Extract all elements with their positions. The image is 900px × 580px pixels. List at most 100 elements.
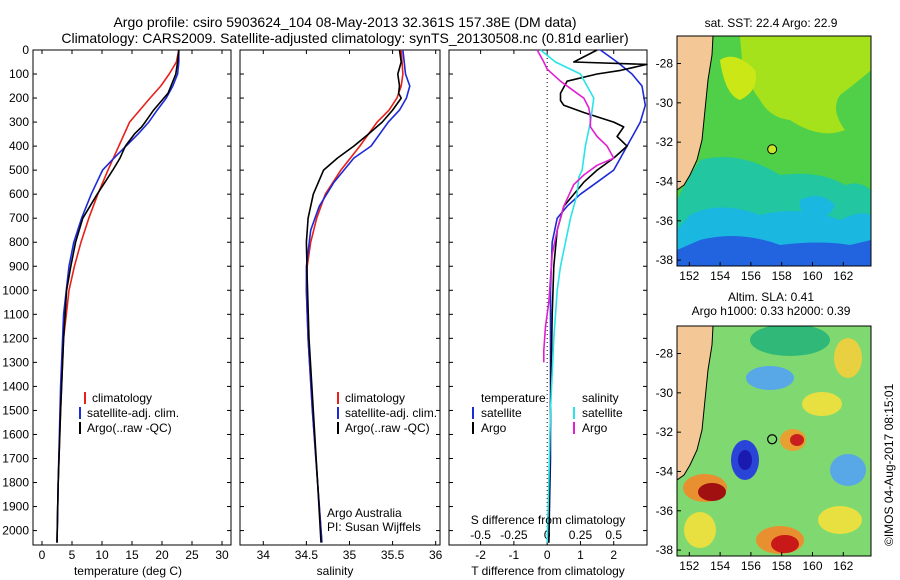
credit-line2: PI: Susan Wijffels bbox=[327, 520, 421, 534]
temperature-axis-label: temperature (deg C) bbox=[74, 564, 182, 578]
sst-cool-patch bbox=[799, 196, 835, 219]
depth-tick-label: 1300 bbox=[2, 355, 29, 369]
lon-tick-label: 158 bbox=[772, 269, 792, 283]
sla-low-core bbox=[738, 450, 752, 470]
lon-tick-label: 162 bbox=[833, 269, 853, 283]
legend-label-climatology: climatology bbox=[345, 391, 405, 405]
legend-label-t-satellite: satellite bbox=[481, 406, 522, 420]
s-diff-tick-label: 0.25 bbox=[569, 528, 593, 542]
x-tick-label: 5 bbox=[69, 548, 76, 562]
credit-line1: Argo Australia bbox=[327, 506, 402, 520]
depth-tick-label: 1600 bbox=[2, 427, 29, 441]
lat-tick-label: -34 bbox=[656, 174, 674, 188]
depth-tick-label: 800 bbox=[9, 235, 29, 249]
sla-high-anomaly bbox=[802, 392, 842, 416]
temperature-x-ticks: 0 5 10 15 20 25 30 bbox=[39, 50, 229, 562]
x-tick-label: 34.5 bbox=[295, 548, 319, 562]
sst-warm-patch bbox=[740, 36, 871, 134]
imos-timestamp: ©IMOS 04-Aug-2017 08:15:01 bbox=[882, 383, 896, 546]
figure-title-line1: Argo profile: csiro 5903624_104 08-May-2… bbox=[113, 14, 576, 30]
s-difference-x-ticks: -0.5-0.2500.250.5 bbox=[470, 528, 622, 542]
legend-label-argo: Argo(..raw -QC) bbox=[87, 421, 172, 435]
sla-map-ticks: -28 -30 -32 -34 -36 -38 152 154 156 158 160 162 bbox=[656, 347, 854, 573]
series-line-satellite-adj-clim bbox=[56, 50, 180, 543]
sla-map-caption2: Argo h1000: 0.33 h2000: 0.39 bbox=[692, 304, 851, 318]
legend-label-argo: Argo(..raw -QC) bbox=[345, 421, 430, 435]
series-line-climatology bbox=[305, 49, 404, 543]
sla-feature bbox=[750, 326, 830, 356]
sla-high-anomaly bbox=[834, 338, 862, 378]
temperature-series bbox=[56, 49, 180, 543]
lon-tick-label: 156 bbox=[741, 559, 761, 573]
s-diff-tick-label: -0.25 bbox=[500, 528, 528, 542]
depth-tick-label: 1700 bbox=[2, 451, 29, 465]
x-tick-label: -1 bbox=[509, 548, 520, 562]
series-line-satellite-adj-clim bbox=[305, 49, 411, 543]
lat-tick-label: -38 bbox=[656, 543, 674, 557]
x-tick-label: 34 bbox=[257, 548, 271, 562]
series-line-temperature-argo bbox=[548, 49, 648, 543]
salinity-axis-label: salinity bbox=[317, 564, 354, 578]
depth-tick-label: 300 bbox=[9, 115, 29, 129]
lat-tick-label: -30 bbox=[656, 96, 674, 110]
x-tick-label: 30 bbox=[215, 548, 229, 562]
x-tick-label: 0 bbox=[544, 548, 551, 562]
depth-tick-label: 200 bbox=[9, 91, 29, 105]
legend-label-t-argo: Argo bbox=[481, 421, 507, 435]
salinity-legend: climatology satellite-adj. clim. Argo(..… bbox=[337, 391, 437, 435]
temperature-panel-frame bbox=[32, 49, 232, 546]
depth-tick-label: 1000 bbox=[2, 283, 29, 297]
legend-heading-salinity: salinity bbox=[582, 391, 619, 405]
sla-high-core bbox=[771, 535, 799, 553]
lat-tick-label: -28 bbox=[656, 347, 674, 361]
lon-tick-label: 160 bbox=[802, 559, 822, 573]
depth-tick-label: 0 bbox=[22, 43, 29, 57]
x-tick-label: 10 bbox=[95, 548, 109, 562]
lat-tick-label: -34 bbox=[656, 464, 674, 478]
x-tick-label: 35 bbox=[343, 548, 357, 562]
sla-map bbox=[677, 326, 871, 556]
sst-cold-patch bbox=[677, 236, 871, 266]
depth-tick-label: 700 bbox=[9, 211, 29, 225]
sst-map-frame bbox=[676, 35, 872, 267]
x-tick-label: 35.5 bbox=[381, 548, 405, 562]
sla-map-caption1: Altim. SLA: 0.41 bbox=[728, 290, 814, 304]
lat-tick-label: -32 bbox=[656, 425, 674, 439]
s-diff-tick-label: 0.5 bbox=[605, 528, 622, 542]
lat-tick-label: -32 bbox=[656, 135, 674, 149]
sla-low-anomaly bbox=[830, 454, 866, 486]
difference-panel-frame bbox=[448, 49, 648, 546]
x-tick-label: 15 bbox=[125, 548, 139, 562]
lat-tick-label: -38 bbox=[656, 253, 674, 267]
sla-high-core bbox=[790, 434, 804, 446]
series-line-argo-raw-qc bbox=[305, 49, 403, 543]
sla-low-anomaly bbox=[746, 366, 794, 390]
figure-title-line2: Climatology: CARS2009. Satellite-adjuste… bbox=[61, 30, 628, 46]
depth-tick-label: 1900 bbox=[2, 500, 29, 514]
depth-tick-label: 600 bbox=[9, 187, 29, 201]
s-diff-tick-label: -0.5 bbox=[470, 528, 491, 542]
salinity-series bbox=[305, 49, 411, 543]
sst-warm-patch bbox=[720, 56, 756, 100]
depth-tick-label: 1500 bbox=[2, 403, 29, 417]
lon-tick-label: 154 bbox=[710, 559, 730, 573]
lon-tick-label: 160 bbox=[802, 269, 822, 283]
depth-tick-label: 400 bbox=[9, 139, 29, 153]
lat-tick-label: -30 bbox=[656, 386, 674, 400]
lat-tick-label: -36 bbox=[656, 214, 674, 228]
salinity-x-ticks: 34 34.5 35 35.5 36 bbox=[257, 50, 443, 562]
temperature-legend: climatology satellite-adj. clim. Argo(..… bbox=[79, 391, 179, 435]
depth-axis: 0 100 200 300 400 500 600 700 800 900 1000 1100 1200… bbox=[2, 43, 647, 538]
series-line-salinity-argo bbox=[536, 49, 615, 363]
s-difference-axis-label: S difference from climatology bbox=[471, 513, 626, 527]
series-line-argo-raw-qc bbox=[56, 49, 180, 543]
legend-label-climatology: climatology bbox=[92, 391, 152, 405]
sst-map-ticks: -28 -30 -32 -34 -36 -38 152 154 156 158 160 162 bbox=[656, 57, 854, 283]
sst-land-australia bbox=[677, 36, 714, 191]
t-difference-axis-label: T difference from climatology bbox=[471, 564, 625, 578]
legend-label-satellite: satellite-adj. clim. bbox=[345, 406, 437, 420]
depth-tick-label: 100 bbox=[9, 67, 29, 81]
depth-tick-label: 900 bbox=[9, 259, 29, 273]
lon-tick-label: 154 bbox=[710, 269, 730, 283]
depth-tick-label: 500 bbox=[9, 163, 29, 177]
